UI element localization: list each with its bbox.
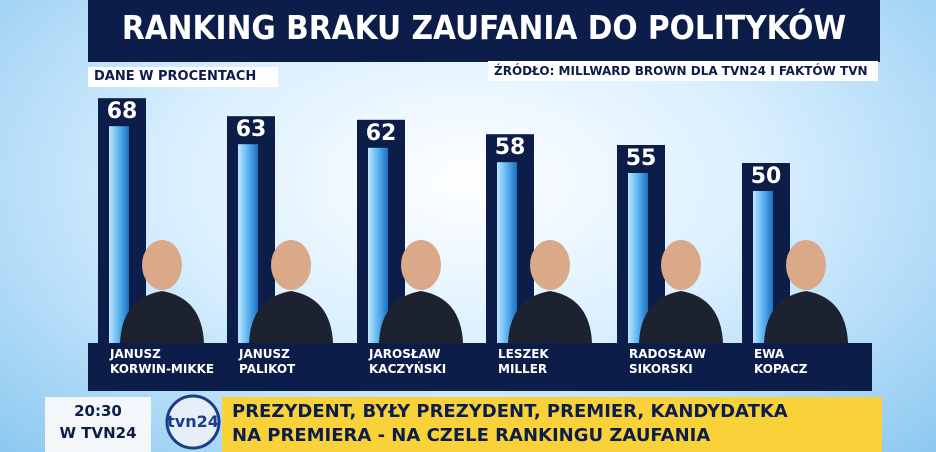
category-label: RADOSŁAW SIKORSKI	[629, 347, 707, 376]
value-label: 55	[626, 146, 657, 171]
chart-title: RANKING BRAKU ZAUFANIA DO POLITYKÓW	[121, 8, 847, 47]
value-label: 68	[107, 99, 138, 124]
category-label: JANUSZ KORWIN-MIKKE	[110, 347, 215, 376]
clock-box	[45, 397, 151, 452]
category-label: JAROSŁAW KACZYŃSKI	[369, 347, 447, 376]
portrait-body	[249, 291, 333, 343]
category-label: EWA KOPACZ	[754, 347, 808, 376]
bar	[109, 126, 129, 343]
logo-circle	[165, 394, 221, 450]
category-label: LESZEK MILLER	[498, 347, 549, 376]
portrait-head	[401, 240, 441, 290]
ticker-box	[222, 397, 882, 452]
portrait-head	[661, 240, 701, 290]
value-label: 58	[495, 135, 526, 160]
chart-subtitle: DANE W PROCENTACH	[94, 69, 257, 84]
portrait-head	[786, 240, 826, 290]
bar	[497, 162, 517, 343]
portrait-body	[508, 291, 592, 343]
clock-time: 20:30	[74, 402, 122, 420]
portrait-body	[639, 291, 723, 343]
portrait-head	[530, 240, 570, 290]
value-label: 62	[366, 121, 397, 146]
portrait-head	[142, 240, 182, 290]
value-label: 63	[236, 117, 267, 142]
portrait-body	[379, 291, 463, 343]
bar	[368, 147, 388, 343]
bar	[628, 173, 648, 343]
category-label: JANUSZ PALIKOT	[239, 347, 296, 376]
value-label: 50	[751, 164, 782, 189]
source: ŹRÓDŁO: MILLWARD BROWN DLA TVN24 I FAKTÓ…	[494, 64, 868, 78]
title-band	[88, 0, 880, 62]
subtitle-box	[88, 67, 278, 87]
portrait-body	[120, 291, 204, 343]
names-band	[88, 343, 872, 391]
bar	[238, 144, 258, 343]
portrait-body	[764, 291, 848, 343]
bar	[753, 191, 773, 343]
portrait-head	[271, 240, 311, 290]
source-box	[488, 61, 878, 81]
logo: tvn24	[167, 412, 219, 431]
clock-channel: W TVN24	[59, 424, 137, 442]
ticker: PREZYDENT, BYŁY PREZYDENT, PREMIER, KAND…	[232, 401, 788, 446]
